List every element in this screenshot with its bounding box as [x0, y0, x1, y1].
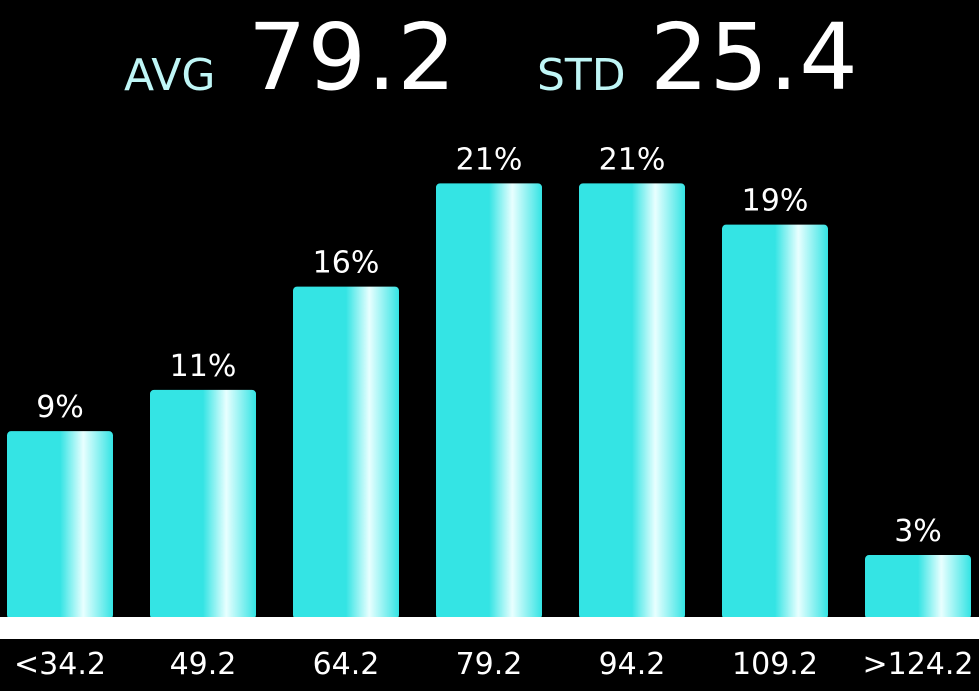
category-label: 49.2 — [170, 647, 237, 682]
category-label: 64.2 — [313, 647, 380, 682]
bar-49.2 — [150, 389, 256, 619]
category-labels-group: <34.2 49.2 64.2 79.2 94.2 109.2 >124.2 — [14, 647, 973, 682]
category-label: 94.2 — [599, 647, 666, 682]
stats-header: AVG 79.2 STD 25.4 — [0, 0, 979, 130]
category-label: 109.2 — [732, 647, 818, 682]
category-label: 79.2 — [456, 647, 523, 682]
bar-94.2 — [579, 183, 685, 619]
value-label: 21% — [456, 142, 523, 177]
bar-79.2 — [436, 183, 542, 619]
std-value: 25.4 — [650, 4, 859, 111]
bar-<34.2 — [7, 431, 113, 619]
std-label: STD — [537, 50, 626, 101]
category-label: >124.2 — [862, 647, 973, 682]
bar->124.2 — [865, 555, 971, 619]
avg-value: 79.2 — [248, 4, 457, 111]
category-label: <34.2 — [14, 647, 106, 682]
avg-label: AVG — [124, 50, 216, 101]
value-label: 9% — [36, 390, 84, 425]
bars-group — [7, 183, 971, 619]
value-label: 16% — [313, 246, 380, 281]
value-labels-group: 9% 11% 16% 21% 21% 19% 3% — [36, 142, 942, 549]
value-label: 19% — [742, 184, 809, 219]
value-label: 21% — [599, 142, 666, 177]
baseline — [0, 617, 979, 639]
value-label: 3% — [894, 514, 942, 549]
value-label: 11% — [170, 349, 237, 384]
bar-64.2 — [293, 286, 399, 619]
bar-109.2 — [722, 224, 828, 619]
